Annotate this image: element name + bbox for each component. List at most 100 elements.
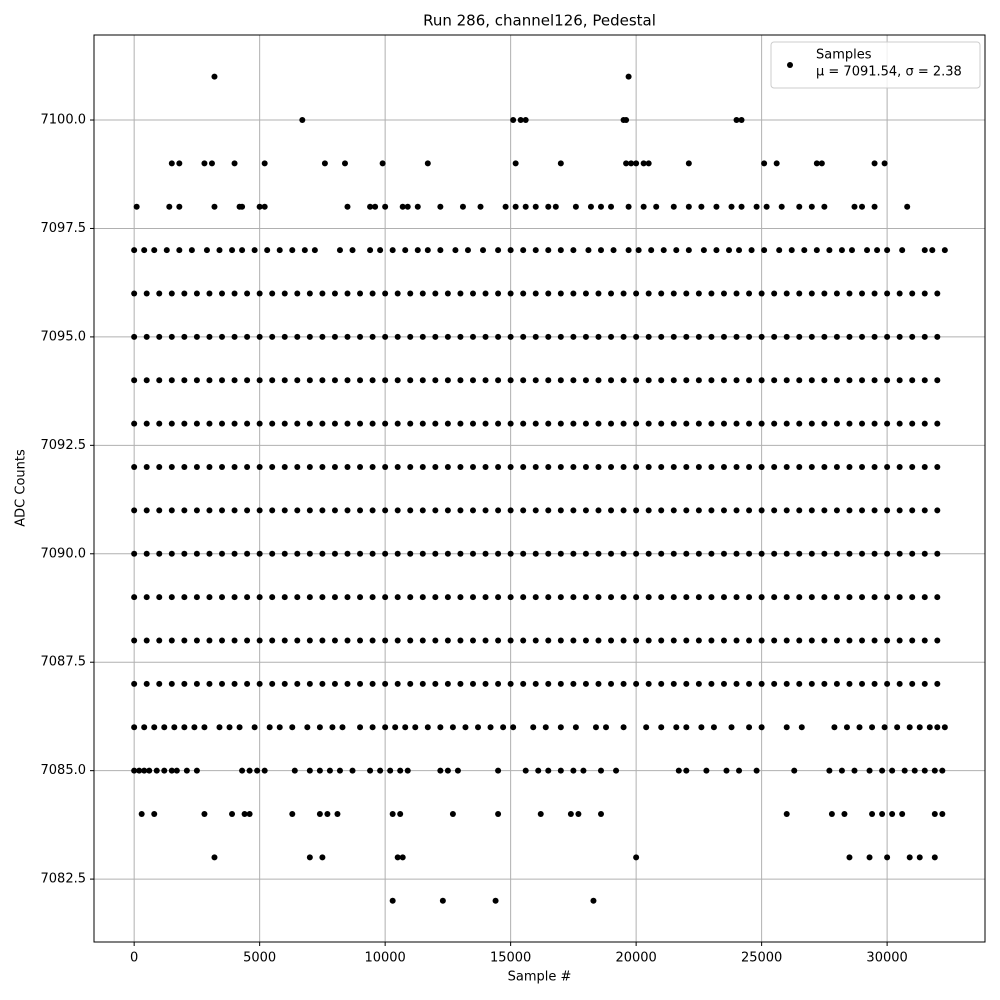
point — [871, 290, 878, 297]
point — [389, 897, 396, 904]
point — [246, 767, 253, 774]
point — [344, 420, 351, 427]
point — [896, 290, 903, 297]
point — [357, 420, 364, 427]
x-tick-label: 30000 — [866, 951, 907, 966]
point — [801, 247, 808, 254]
point — [495, 290, 502, 297]
point — [871, 203, 878, 210]
point — [219, 333, 226, 340]
point — [244, 680, 251, 687]
point — [545, 333, 552, 340]
point — [131, 290, 138, 297]
point — [645, 594, 652, 601]
point — [826, 767, 833, 774]
point — [444, 680, 451, 687]
point — [357, 464, 364, 471]
point — [131, 550, 138, 557]
point — [821, 680, 828, 687]
point — [206, 507, 213, 514]
point — [570, 333, 577, 340]
point — [231, 333, 238, 340]
point — [771, 637, 778, 644]
point — [879, 767, 886, 774]
point — [281, 333, 288, 340]
point — [859, 203, 866, 210]
point — [520, 377, 527, 384]
point — [736, 247, 743, 254]
point — [432, 420, 439, 427]
point — [771, 550, 778, 557]
point — [931, 854, 938, 861]
point — [156, 680, 163, 687]
point — [846, 507, 853, 514]
point — [256, 377, 263, 384]
point — [382, 550, 389, 557]
point — [357, 724, 364, 731]
point — [595, 377, 602, 384]
point — [407, 290, 414, 297]
point — [269, 680, 276, 687]
point — [645, 464, 652, 471]
point — [256, 507, 263, 514]
point — [522, 117, 529, 124]
point — [894, 724, 901, 731]
point — [156, 333, 163, 340]
point — [319, 420, 326, 427]
point — [713, 247, 720, 254]
point — [419, 637, 426, 644]
point — [585, 247, 592, 254]
point — [846, 290, 853, 297]
point — [469, 507, 476, 514]
point — [695, 507, 702, 514]
point — [851, 203, 858, 210]
point — [457, 333, 464, 340]
point — [304, 724, 311, 731]
point — [369, 464, 376, 471]
point — [419, 507, 426, 514]
point — [331, 680, 338, 687]
point — [369, 680, 376, 687]
point — [339, 724, 346, 731]
point — [382, 507, 389, 514]
point — [143, 680, 150, 687]
point — [899, 811, 906, 818]
point — [746, 377, 753, 384]
point — [151, 811, 158, 818]
point — [131, 724, 138, 731]
point — [244, 594, 251, 601]
point — [520, 333, 527, 340]
point — [141, 247, 148, 254]
point — [369, 333, 376, 340]
point — [319, 333, 326, 340]
point — [771, 680, 778, 687]
point — [658, 680, 665, 687]
point — [507, 594, 514, 601]
point — [439, 897, 446, 904]
point — [193, 507, 200, 514]
point — [419, 420, 426, 427]
point — [557, 767, 564, 774]
x-tick-label: 10000 — [364, 951, 405, 966]
point — [582, 594, 589, 601]
point — [394, 854, 401, 861]
point — [931, 767, 938, 774]
point — [595, 637, 602, 644]
point — [796, 464, 803, 471]
point — [168, 507, 175, 514]
point — [776, 247, 783, 254]
point — [163, 247, 170, 254]
point — [131, 420, 138, 427]
point — [670, 464, 677, 471]
point — [301, 247, 308, 254]
point — [746, 637, 753, 644]
point — [896, 464, 903, 471]
point — [229, 247, 236, 254]
point — [206, 420, 213, 427]
point — [670, 333, 677, 340]
point — [758, 724, 765, 731]
point — [720, 507, 727, 514]
point — [432, 680, 439, 687]
point — [143, 420, 150, 427]
point — [909, 333, 916, 340]
